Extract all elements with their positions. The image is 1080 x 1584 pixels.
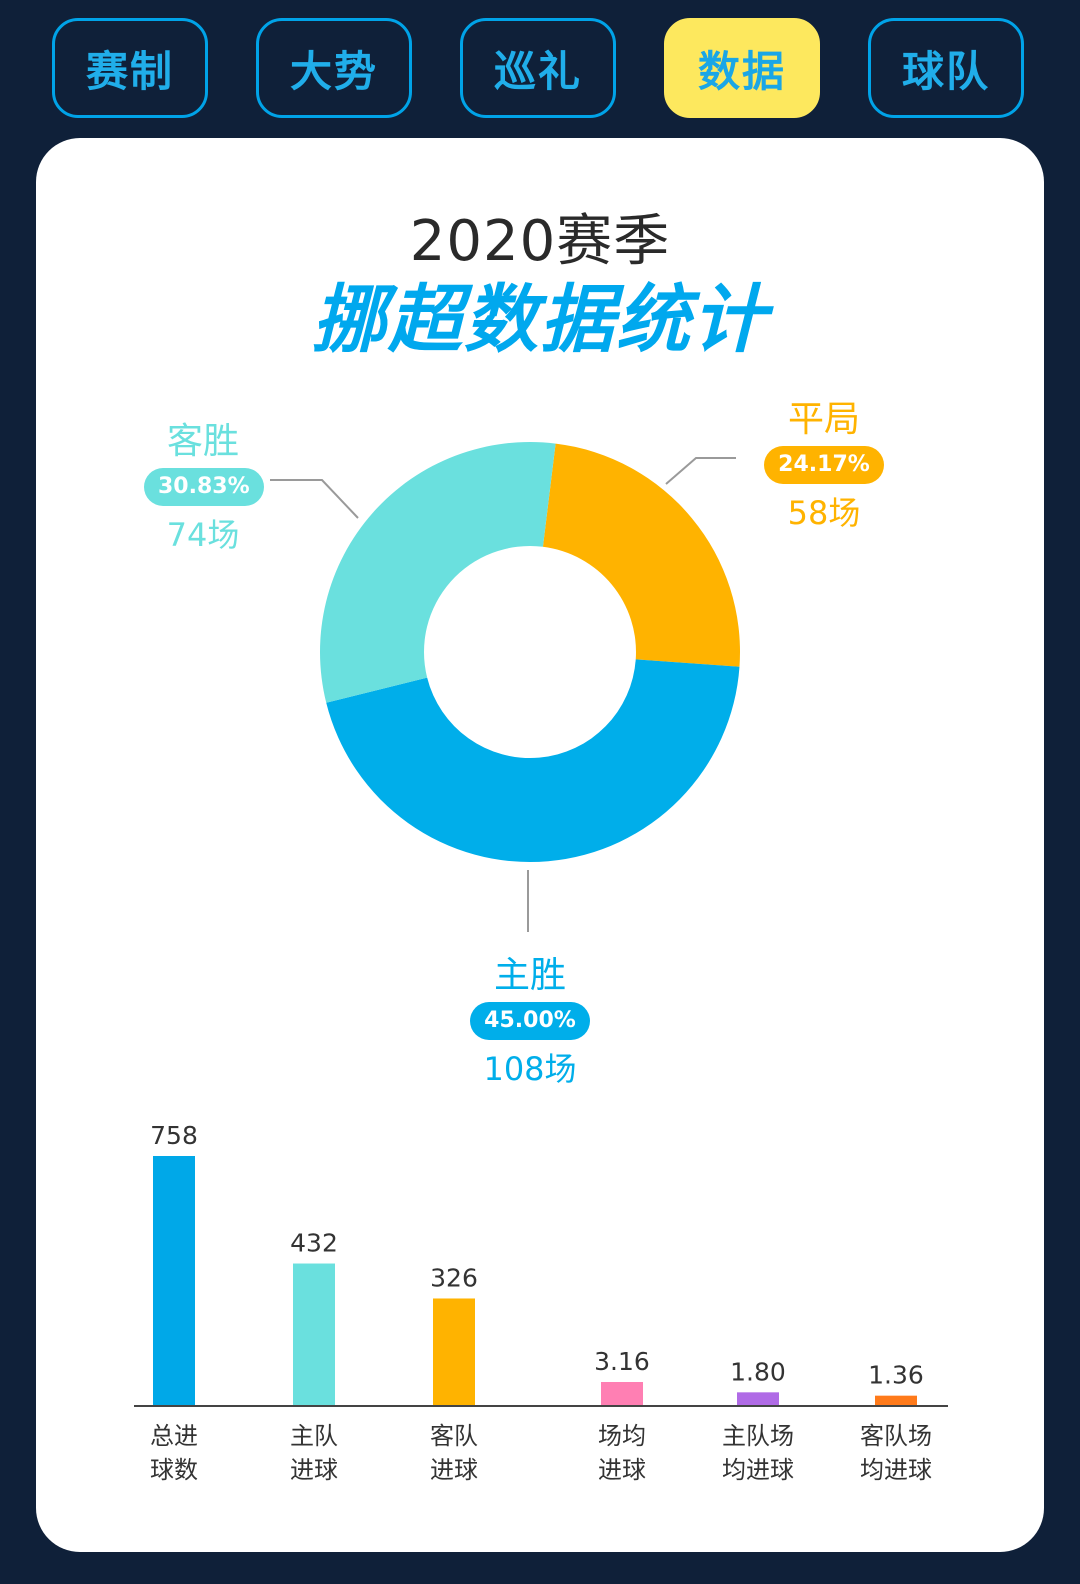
- bar-3: [601, 1382, 643, 1406]
- away-win-name: 客胜: [166, 421, 239, 462]
- bar-category-label-2-1: 进球: [430, 1456, 478, 1484]
- donut-slice-home: [326, 659, 740, 862]
- bar-category-label-0-0: 总进: [150, 1422, 198, 1450]
- tab-teams[interactable]: 球队: [868, 18, 1024, 118]
- leader-line-draw: [665, 457, 736, 485]
- label-away-win: 客胜 30.83% 74场: [144, 412, 264, 556]
- tab-trend[interactable]: 大势: [256, 18, 412, 118]
- bar-1: [293, 1263, 335, 1406]
- tab-tour[interactable]: 巡礼: [460, 18, 616, 118]
- bar-category-label-3-1: 进球: [598, 1456, 646, 1484]
- leader-line-away: [270, 479, 359, 519]
- donut-slice-draw: [542, 443, 740, 667]
- bar-category-label-1-0: 主队: [290, 1422, 338, 1450]
- bar-value-label-1: 432: [290, 1229, 338, 1258]
- season-title: 2020赛季: [409, 209, 671, 274]
- home-win-count: 108场: [483, 1050, 577, 1088]
- bar-value-label-0: 758: [150, 1121, 198, 1150]
- bar-0: [153, 1156, 195, 1406]
- bar-category-label-2-0: 客队: [430, 1422, 478, 1450]
- main-title: 挪超数据统计: [312, 277, 768, 363]
- label-home-win: 主胜 45.00% 108场: [464, 946, 596, 1090]
- draw-count: 58场: [787, 494, 861, 532]
- home-win-name: 主胜: [493, 955, 566, 996]
- bar-category-label-0-1: 球数: [150, 1456, 198, 1484]
- bar-4: [737, 1392, 779, 1406]
- bar-category-label-5-0: 客队场: [860, 1422, 932, 1450]
- tab-data[interactable]: 数据: [664, 18, 820, 118]
- tab-rules[interactable]: 赛制: [52, 18, 208, 118]
- bar-category-label-4-1: 均进球: [722, 1456, 794, 1484]
- bar-value-label-4: 1.80: [730, 1357, 786, 1386]
- bar-value-label-5: 1.36: [868, 1361, 924, 1390]
- bar-category-label-5-1: 均进球: [860, 1456, 932, 1484]
- bar-value-label-2: 326: [430, 1263, 478, 1292]
- donut-slice-away: [320, 441, 556, 703]
- bar-value-label-3: 3.16: [594, 1347, 650, 1376]
- home-win-percent: 45.00%: [470, 1002, 590, 1040]
- result-donut-chart: [270, 441, 740, 932]
- bar-5: [875, 1395, 917, 1406]
- label-draw: 平局 24.17% 58场: [758, 390, 890, 534]
- bar-2: [433, 1298, 475, 1406]
- away-win-count: 74场: [166, 516, 240, 554]
- draw-percent: 24.17%: [764, 446, 884, 484]
- away-win-percent: 30.83%: [144, 468, 264, 506]
- tab-bar: 赛制 大势 巡礼 数据 球队: [0, 0, 1080, 130]
- draw-name: 平局: [787, 399, 860, 440]
- bar-category-label-4-0: 主队场: [722, 1422, 794, 1450]
- bar-category-label-3-0: 场均: [598, 1422, 646, 1450]
- bar-category-label-1-1: 进球: [290, 1456, 338, 1484]
- stats-card: 2020赛季 挪超数据统计 客胜 30.83% 74场 平局 24.17% 58…: [36, 138, 1044, 1552]
